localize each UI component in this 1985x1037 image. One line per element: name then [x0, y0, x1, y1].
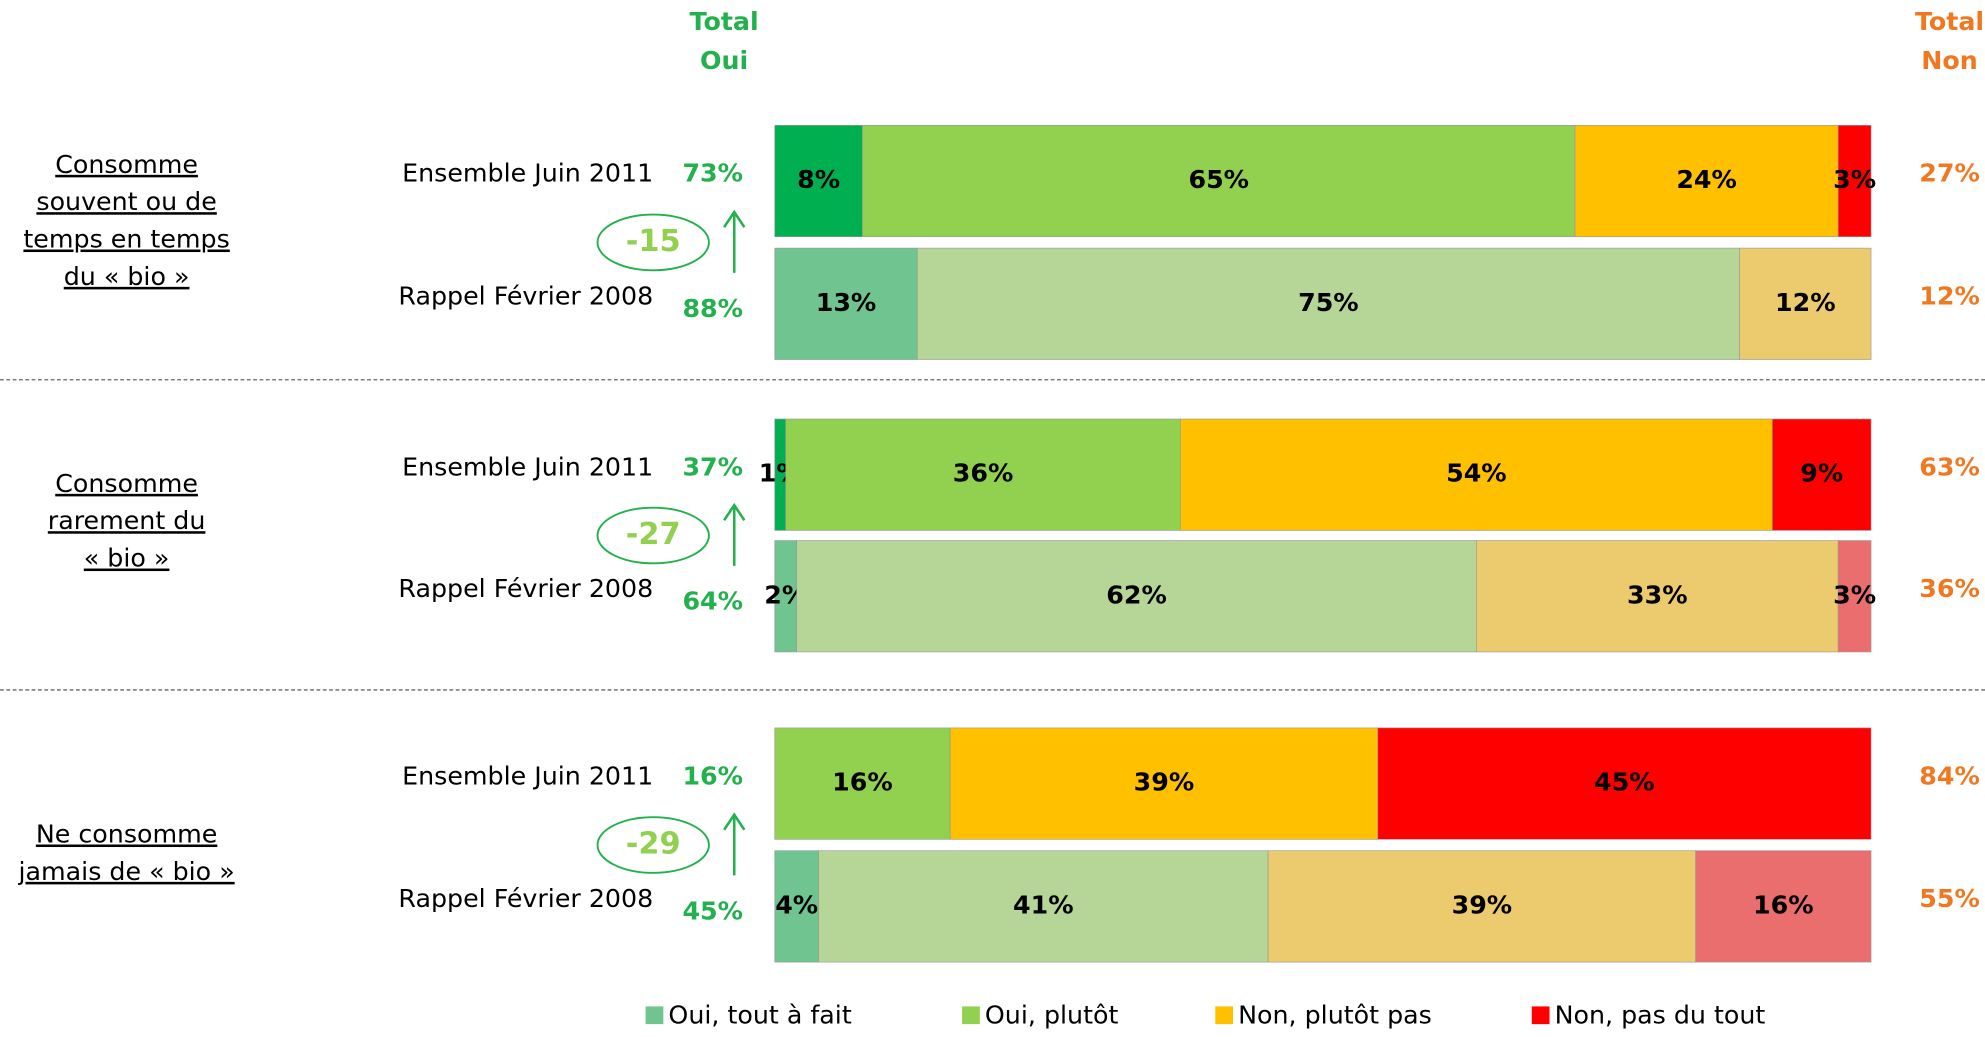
delta: -27	[626, 517, 681, 552]
bar-segment	[1837, 540, 1872, 653]
bar-segment	[818, 850, 1269, 963]
total-non: 55%	[1919, 884, 1980, 913]
total-oui: 45%	[682, 897, 743, 926]
group-label: Consomme	[55, 469, 198, 498]
bar-segment	[796, 540, 1477, 653]
bar-segment	[949, 727, 1379, 840]
row-name: Rappel Février 2008	[398, 281, 653, 310]
value-label: 45%	[1594, 768, 1655, 797]
total-non: 12%	[1919, 281, 1980, 310]
value-label: 33%	[1627, 580, 1688, 609]
bar-segment	[1772, 418, 1872, 531]
value-label: 39%	[1134, 768, 1195, 797]
value-label: 39%	[1452, 890, 1513, 919]
header-oui: Total	[690, 7, 759, 36]
total-non: 84%	[1919, 761, 1980, 790]
value-label: 8%	[797, 165, 840, 194]
legend-label: Non, pas du tout	[1555, 1001, 1766, 1030]
value-label: 36%	[953, 459, 1014, 488]
total-non: 27%	[1919, 159, 1980, 188]
group-label: « bio »	[84, 544, 170, 573]
total-oui: 64%	[682, 587, 743, 616]
header-oui: Oui	[700, 46, 748, 75]
row-name: Ensemble Juin 2011	[402, 159, 653, 188]
bar-segment	[1739, 247, 1872, 360]
row-name: Ensemble Juin 2011	[402, 761, 653, 790]
arrow-head	[723, 209, 746, 228]
group-label: Consomme	[55, 150, 198, 179]
bar-segment	[916, 247, 1740, 360]
delta: -29	[626, 827, 681, 862]
bar-segment	[1837, 125, 1872, 238]
legend-label: Non, plutôt pas	[1238, 1001, 1432, 1030]
value-label: 65%	[1188, 165, 1249, 194]
bar-segment	[774, 125, 863, 238]
total-non: 63%	[1919, 452, 1980, 481]
group-label: du « bio »	[64, 262, 190, 291]
delta: -15	[626, 224, 681, 259]
bar-segment	[1180, 418, 1773, 531]
group-label: temps en temps	[23, 225, 229, 254]
row-name: Rappel Février 2008	[398, 574, 653, 603]
bar-segment	[1267, 850, 1696, 963]
bar-segment	[1476, 540, 1839, 653]
delta-ellipse	[596, 816, 710, 874]
legend-label: Oui, tout à fait	[668, 1001, 851, 1030]
value-label: 62%	[1106, 580, 1167, 609]
legend-swatch	[1215, 1006, 1234, 1025]
delta-ellipse	[596, 506, 710, 565]
total-oui: 16%	[682, 761, 743, 790]
total-non: 36%	[1919, 574, 1980, 603]
value-label: 13%	[816, 288, 877, 317]
value-label: 9%	[1800, 459, 1843, 488]
value-label: 75%	[1298, 288, 1359, 317]
total-oui: 37%	[682, 452, 743, 481]
row-name: Ensemble Juin 2011	[402, 452, 653, 481]
bar-segment	[1574, 125, 1839, 238]
bar-segment	[774, 247, 918, 360]
value-label: 24%	[1676, 165, 1737, 194]
legend-label: Oui, plutôt	[985, 1001, 1119, 1030]
group-label: Ne consomme	[36, 820, 217, 849]
bar-segment	[774, 727, 951, 840]
bar-segment	[1377, 727, 1872, 840]
value-label: 54%	[1446, 459, 1507, 488]
header-non: Non	[1921, 46, 1978, 75]
bar-segment	[1695, 850, 1872, 963]
group-label: souvent ou de	[36, 187, 216, 216]
value-label: 3%	[1833, 165, 1876, 194]
bar-segment	[785, 418, 1181, 531]
arrow-head	[723, 502, 746, 522]
group-label: rarement du	[48, 506, 206, 535]
legend-swatch	[1531, 1006, 1550, 1025]
header-non: Total	[1915, 7, 1984, 36]
value-label: 12%	[1775, 288, 1836, 317]
value-label: 16%	[1753, 890, 1814, 919]
legend-swatch	[645, 1006, 664, 1025]
total-oui: 73%	[682, 159, 743, 188]
delta-ellipse	[596, 213, 710, 272]
total-oui: 88%	[682, 294, 743, 323]
arrow-head	[723, 812, 746, 831]
value-label: 16%	[832, 768, 893, 797]
group-label: jamais de « bio »	[18, 857, 235, 886]
value-label: 41%	[1013, 890, 1074, 919]
value-label: 4%	[775, 890, 818, 919]
value-label: 3%	[1833, 580, 1876, 609]
row-name: Rappel Février 2008	[398, 884, 653, 913]
legend-swatch	[962, 1006, 980, 1025]
